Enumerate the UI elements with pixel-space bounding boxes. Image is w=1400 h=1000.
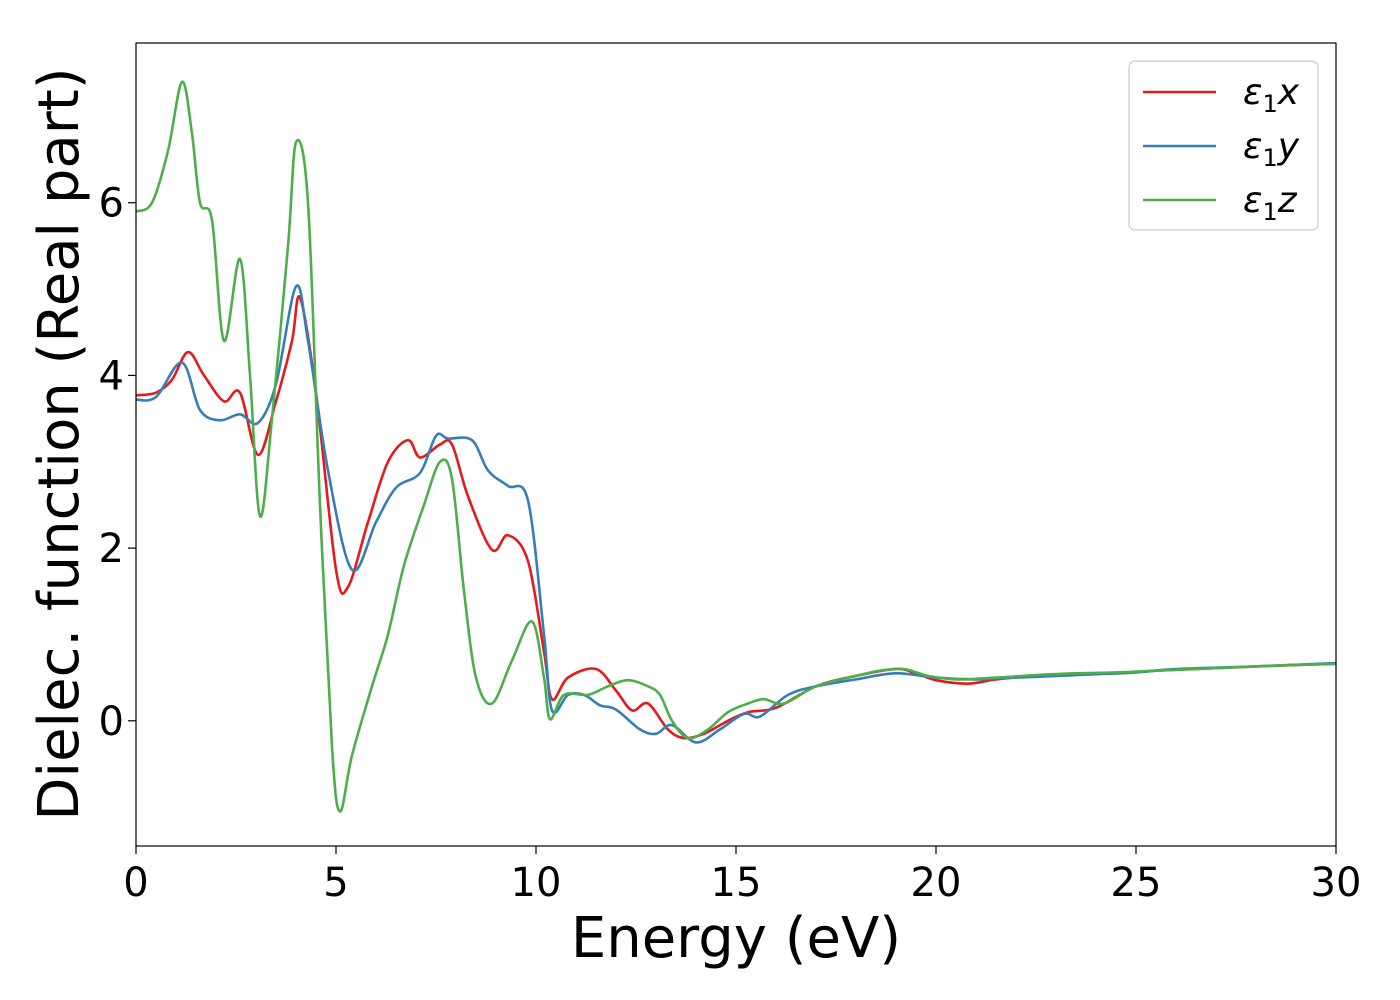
y-tick-label: 4 [99, 353, 124, 399]
x-tick-label: 10 [511, 860, 562, 906]
x-axis-label: Energy (eV) [571, 906, 901, 971]
x-tick-label: 0 [123, 860, 148, 906]
legend-label-y: ε1y [1243, 126, 1300, 172]
y-axis-label: Dielec. function (Real part) [27, 67, 92, 820]
legend: ε1x ε1y ε1z [1128, 60, 1319, 231]
y-tick-label: 2 [99, 526, 124, 572]
y-axis: 0 2 4 6 [99, 181, 136, 745]
series-layer [136, 80, 1336, 813]
x-tick-label: 30 [1311, 860, 1362, 906]
legend-frame [1128, 60, 1319, 231]
x-tick-label: 5 [323, 860, 348, 906]
x-tick-label: 25 [1111, 860, 1162, 906]
x-tick-label: 15 [711, 860, 762, 906]
x-axis: 0 5 10 15 20 25 30 [123, 846, 1361, 906]
x-tick-label: 20 [911, 860, 962, 906]
series-line-z [136, 80, 1336, 813]
legend-label-z: ε1z [1243, 180, 1298, 226]
y-tick-label: 0 [99, 699, 124, 745]
legend-label-x: ε1x [1243, 72, 1300, 118]
y-tick-label: 6 [99, 181, 124, 227]
